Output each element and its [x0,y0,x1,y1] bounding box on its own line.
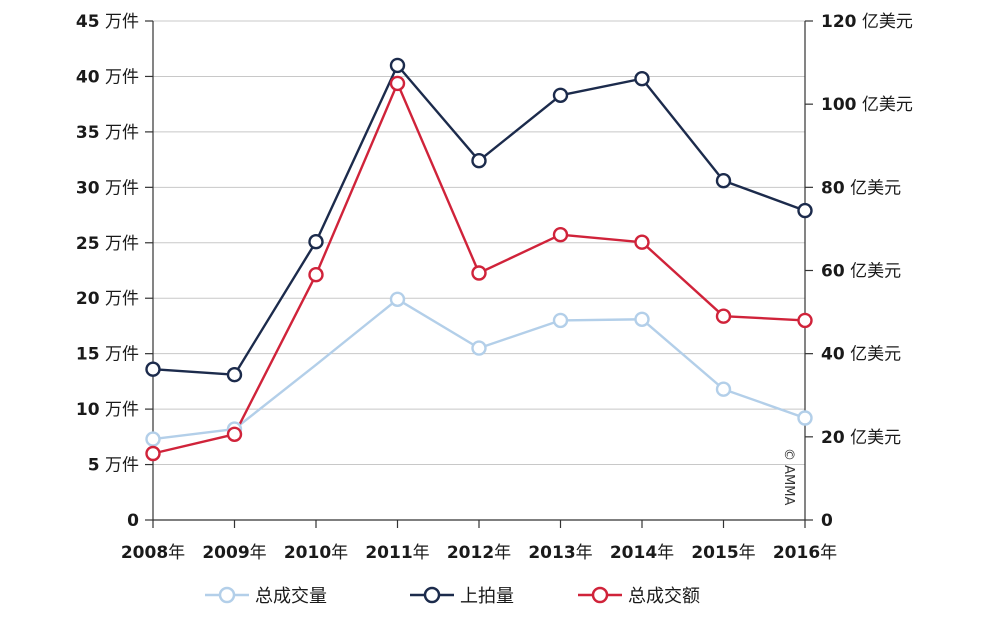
x-tick-label-6: 2014年 [610,543,674,563]
series-2-point-6 [634,234,650,250]
series-line-0 [152,298,806,441]
series-2-point-7 [715,308,732,324]
y-right-tick-label-3: 60 亿美元 [821,262,901,282]
series-1-point-0 [145,361,161,377]
y-left-tick-label-3: 15 万件 [76,345,139,365]
series-2-point-2 [308,267,324,283]
x-tick-label-5: 2013年 [528,543,592,563]
x-tick-label-7: 2015年 [691,543,755,563]
legend-swatch-2 [578,586,622,604]
y-left-tick-label-7: 35 万件 [76,123,139,143]
y-left-tick-label-5: 25 万件 [76,234,139,254]
series-0-point-0 [145,431,161,447]
legend-item-series-0: 总成交量 [205,580,327,610]
y-left-tick-label-2: 10 万件 [76,400,139,420]
series-0-point-4 [471,340,487,356]
legend: 总成交量 上拍量 总成交额 [0,580,995,610]
grid-lines [153,20,805,466]
legend-label-2: 总成交额 [628,586,700,607]
series-1-point-7 [715,172,732,189]
y-left-tick-label-1: 5 万件 [88,456,139,476]
legend-item-series-1: 上拍量 [410,580,514,610]
series-0-point-7 [715,381,732,397]
x-tick-label-0: 2008年 [121,543,185,563]
x-tick-label-1: 2009年 [202,543,266,563]
series-2-point-0 [145,445,161,462]
series-markers [145,57,813,462]
y-right-tick-label-5: 100 亿美元 [821,95,913,115]
series-1-point-5 [552,87,569,104]
legend-item-series-2: 总成交额 [578,580,700,610]
series-0-point-8 [797,410,813,426]
series-2-point-8 [797,312,813,329]
series-lines [152,64,806,455]
series-line-1 [152,64,806,376]
y-left-tick-label-9: 45 万件 [76,12,139,32]
series-1-point-3 [389,57,406,74]
legend-label-0: 总成交量 [255,586,327,607]
x-tick-label-8: 2016年 [773,543,837,563]
series-0-point-5 [552,312,569,329]
series-1-point-4 [471,152,487,169]
series-1-point-6 [634,70,650,87]
y-right-tick-label-1: 20 亿美元 [821,428,901,448]
series-0-point-3 [389,291,406,307]
legend-swatch-1 [410,586,454,604]
y-right-tick-label-6: 120 亿美元 [821,12,913,32]
legend-swatch-0 [205,586,249,604]
x-tick-label-3: 2011年 [365,543,429,563]
series-0-point-6 [634,311,650,327]
y-left-tick-label-4: 20 万件 [76,289,139,309]
watermark-text: © AMMA [781,448,796,505]
x-tick-label-4: 2012年 [447,543,511,563]
series-1-point-8 [797,202,813,219]
y-right-tick-label-2: 40 亿美元 [821,345,901,365]
series-1-point-2 [308,233,324,250]
series-2-point-5 [552,226,569,243]
series-2-point-3 [389,75,406,92]
y-left-tick-label-6: 30 万件 [76,178,139,198]
tick-labels: 0 5 万件 10 万件 15 万件 20 万件 25 万件 30 万件 35 万件 40 万件… [76,12,913,563]
y-left-tick-label-0: 0 [127,511,139,531]
y-right-tick-label-4: 80 亿美元 [821,178,901,198]
y-left-tick-label-8: 40 万件 [76,67,139,87]
legend-label-1: 上拍量 [460,586,514,607]
series-1-point-1 [226,367,243,383]
series-2-point-1 [226,426,243,442]
y-right-tick-label-0: 0 [821,511,833,531]
x-tick-label-2: 2010年 [284,543,348,563]
series-2-point-4 [471,265,487,281]
